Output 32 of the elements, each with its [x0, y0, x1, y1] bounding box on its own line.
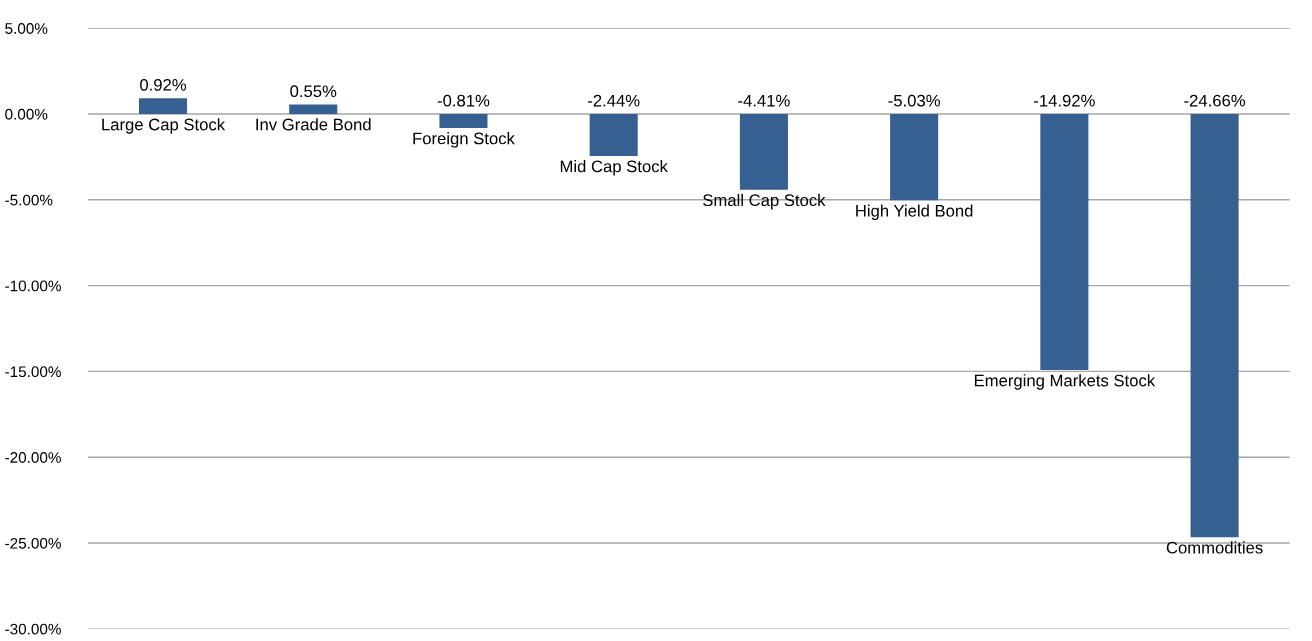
data-label: -0.81% — [437, 94, 490, 107]
x-tick-label: Emerging Markets Stock — [974, 374, 1156, 390]
data-label: 0.92% — [140, 78, 187, 91]
bar — [739, 114, 788, 190]
y-tick-label: 0.00% — [5, 108, 48, 120]
y-tick-label: -10.00% — [5, 280, 61, 292]
data-label: -5.03% — [888, 94, 940, 107]
bar — [1190, 114, 1239, 538]
y-tick-label: -15.00% — [5, 366, 61, 378]
data-label: -14.92% — [1034, 94, 1095, 107]
x-tick-label: Foreign Stock — [413, 132, 515, 148]
data-label: -2.44% — [588, 94, 640, 107]
x-tick-label: Small Cap Stock — [703, 193, 826, 210]
bar — [589, 114, 638, 156]
y-tick-label: 5.00% — [5, 23, 48, 34]
y-tick-label: -25.00% — [5, 537, 61, 549]
bar — [890, 114, 939, 201]
x-tick-label: Commodities — [1166, 541, 1263, 554]
y-tick-label: -5.00% — [5, 194, 53, 206]
data-label: -24.66% — [1184, 94, 1246, 107]
bar — [138, 98, 188, 115]
x-tick-label: Inv Grade Bond — [256, 118, 371, 131]
data-label: -4.41% — [738, 94, 790, 107]
x-tick-label: Mid Cap Stock — [560, 160, 668, 176]
bar — [289, 104, 338, 115]
data-label: 0.55% — [290, 85, 337, 98]
y-tick-label: -20.00% — [5, 452, 61, 463]
bar — [439, 114, 488, 128]
y-tick-label: -30.00% — [5, 623, 61, 635]
x-tick-label: High Yield Bond — [856, 204, 973, 221]
bar — [1040, 114, 1089, 371]
x-tick-label: Large Cap Stock — [102, 118, 226, 134]
